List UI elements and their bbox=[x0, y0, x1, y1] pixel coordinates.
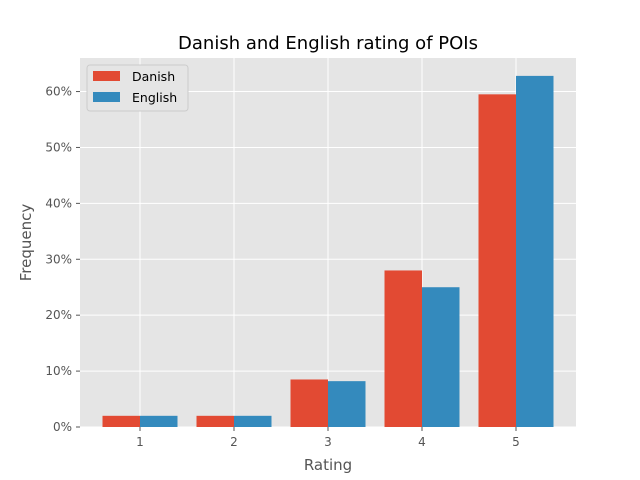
x-tick-label: 3 bbox=[324, 435, 332, 449]
bar-danish-2 bbox=[196, 415, 234, 427]
x-tick-label: 2 bbox=[230, 435, 238, 449]
x-tick-label: 4 bbox=[418, 435, 426, 449]
bar-danish-4 bbox=[384, 270, 422, 427]
bar-english-2 bbox=[234, 415, 272, 427]
bar-english-4 bbox=[422, 287, 460, 427]
y-axis-label: Frequency bbox=[17, 204, 35, 282]
legend-swatch-danish bbox=[93, 71, 120, 81]
x-tick-label: 5 bbox=[512, 435, 520, 449]
y-axis-ticks: 0% 10% 20% 30% 40% 50% 60% bbox=[45, 85, 80, 434]
x-axis-ticks: 1 2 3 4 5 bbox=[136, 427, 520, 449]
y-tick-label: 10% bbox=[45, 364, 72, 378]
legend-label-danish: Danish bbox=[132, 69, 175, 84]
y-tick-label: 50% bbox=[45, 140, 72, 154]
bars bbox=[102, 75, 554, 428]
y-tick-label: 0% bbox=[53, 420, 72, 434]
chart-title: Danish and English rating of POIs bbox=[178, 33, 478, 54]
y-tick-label: 40% bbox=[45, 196, 72, 210]
x-axis-label: Rating bbox=[304, 456, 352, 474]
bar-danish-5 bbox=[478, 94, 516, 427]
y-tick-label: 60% bbox=[45, 85, 72, 99]
bar-english-3 bbox=[328, 381, 366, 427]
legend: Danish English bbox=[86, 64, 189, 112]
bar-danish-3 bbox=[290, 379, 328, 427]
bar-english-1 bbox=[140, 415, 178, 427]
legend-swatch-english bbox=[93, 92, 120, 102]
bar-english-5 bbox=[516, 75, 554, 428]
bar-danish-1 bbox=[102, 415, 140, 427]
x-tick-label: 1 bbox=[136, 435, 144, 449]
y-tick-label: 20% bbox=[45, 308, 72, 322]
y-tick-label: 30% bbox=[45, 252, 72, 266]
legend-label-english: English bbox=[132, 90, 177, 105]
